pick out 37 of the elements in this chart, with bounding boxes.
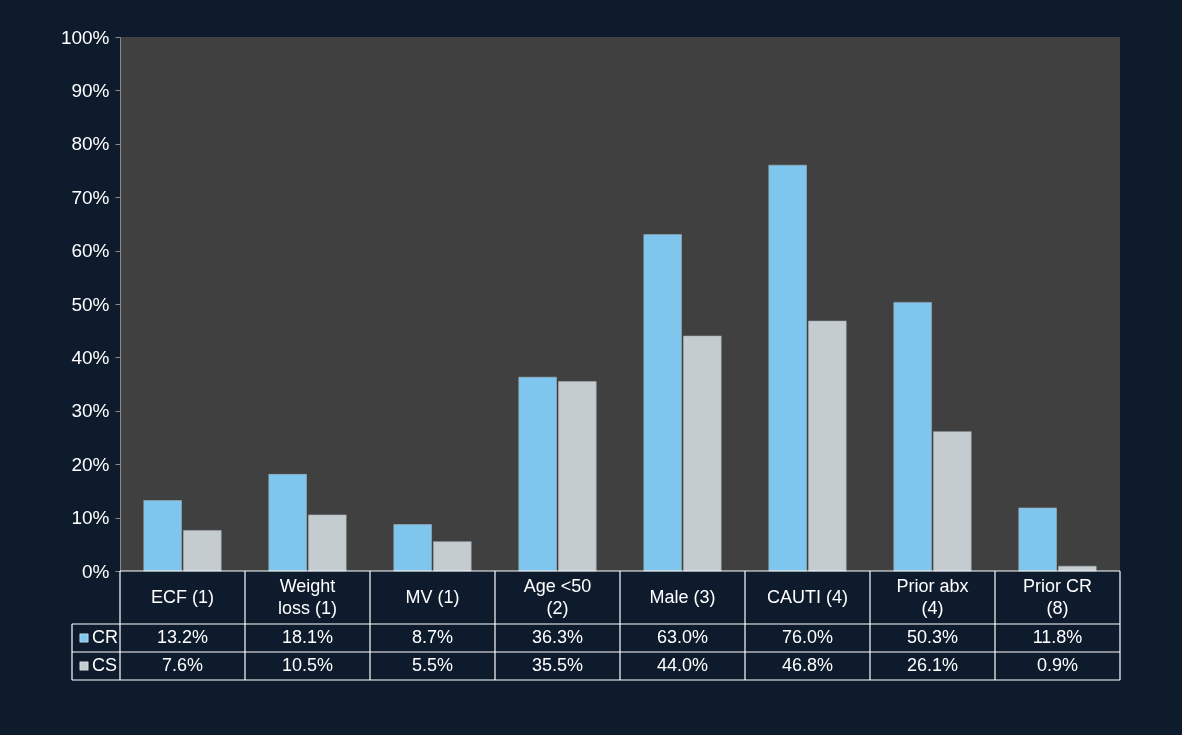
x-tick-label: Weight loss (1) — [277, 575, 338, 618]
y-tick-label: 10% — [71, 507, 110, 529]
x-tick-label: Age <50 (2) — [523, 575, 592, 618]
y-tick-label: 30% — [71, 400, 110, 422]
y-tick-label: 100% — [60, 26, 110, 48]
y-tick-label: 60% — [71, 240, 110, 262]
y-tick-label: 90% — [71, 79, 110, 101]
data-label: 35.5% — [531, 655, 584, 675]
data-label: 46.8% — [781, 655, 834, 675]
y-tick-label: 20% — [71, 453, 110, 475]
data-label: 5.5% — [411, 655, 454, 675]
legend-label: CR — [92, 627, 118, 647]
y-tick-label: 50% — [71, 293, 110, 315]
data-label: 0.9% — [1036, 655, 1079, 675]
x-tick-label: Prior CR (8) — [1022, 575, 1093, 618]
data-label: 11.8% — [1032, 627, 1083, 647]
y-tick-label: 40% — [71, 346, 110, 368]
data-label: 76.0% — [781, 627, 834, 647]
data-label: 50.3% — [906, 627, 959, 647]
data-label: 18.1% — [281, 627, 334, 647]
x-tick-label: MV (1) — [405, 586, 460, 607]
x-tick-label: Male (3) — [649, 586, 716, 607]
x-tick-label: CAUTI (4) — [767, 586, 848, 607]
data-label: 63.0% — [656, 627, 709, 647]
data-label: 7.6% — [161, 655, 204, 675]
data-label: 26.1% — [906, 655, 959, 675]
data-label: 10.5% — [281, 655, 334, 675]
y-tick-label: 0% — [82, 560, 110, 582]
y-tick-label: 80% — [71, 133, 110, 155]
legend-label: CS — [92, 655, 118, 675]
data-label: 13.2% — [156, 627, 209, 647]
x-tick-label: ECF (1) — [151, 586, 214, 607]
x-tick-label: Prior abx (4) — [896, 575, 969, 618]
data-label: 8.7% — [411, 627, 454, 647]
y-tick-label: 70% — [71, 186, 110, 208]
data-label: 44.0% — [656, 655, 709, 675]
data-label: 36.3% — [531, 627, 584, 647]
